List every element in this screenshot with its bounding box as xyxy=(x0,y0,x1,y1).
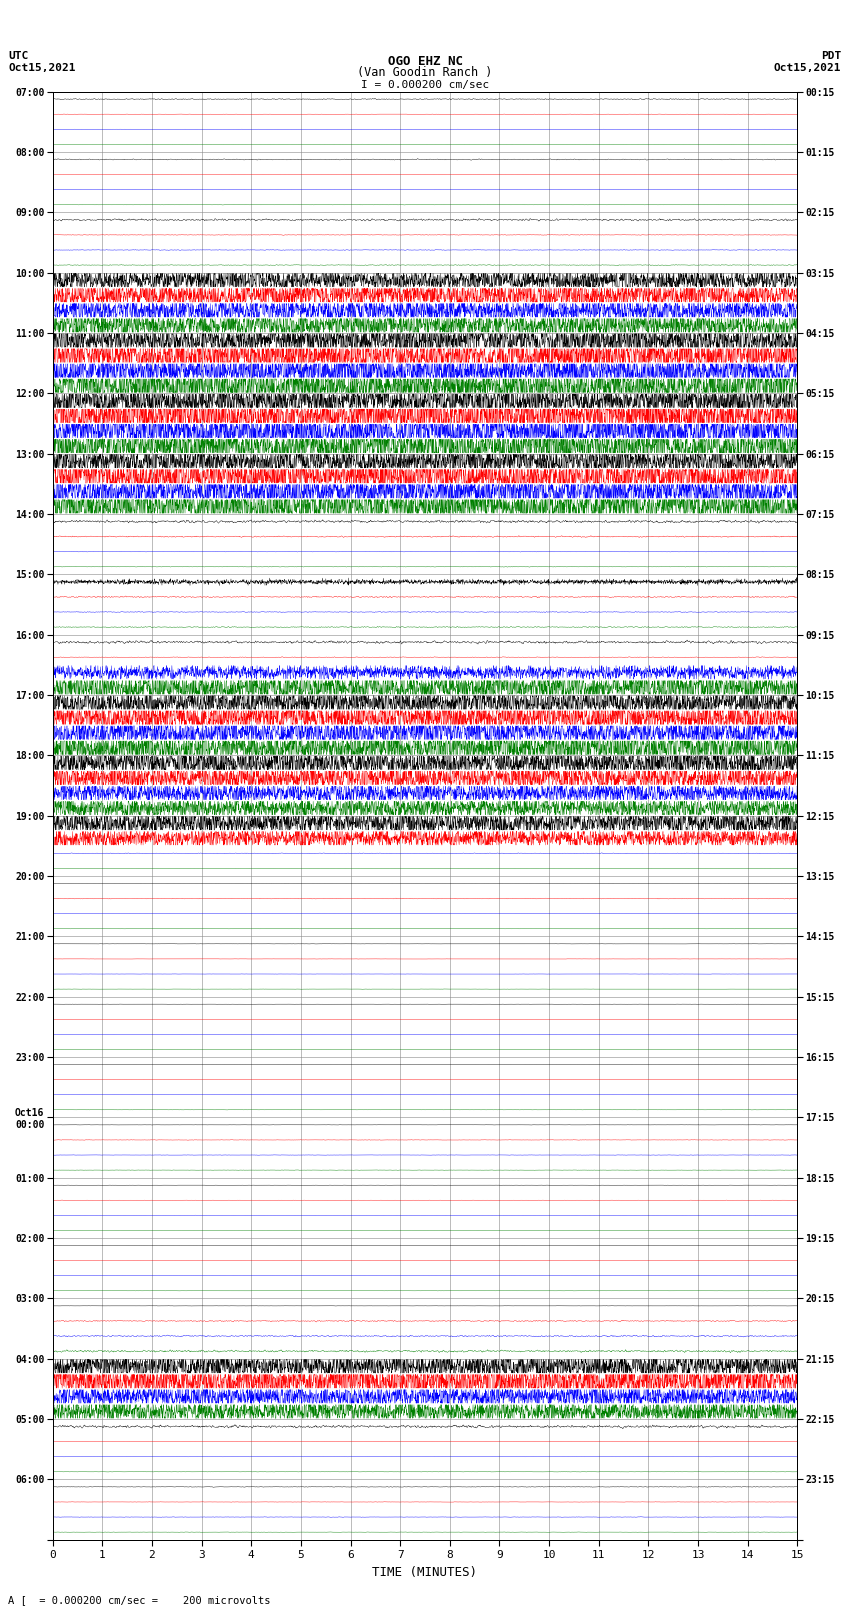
Text: Oct15,2021: Oct15,2021 xyxy=(8,63,76,73)
Text: A [  = 0.000200 cm/sec =    200 microvolts: A [ = 0.000200 cm/sec = 200 microvolts xyxy=(8,1595,271,1605)
Text: (Van Goodin Ranch ): (Van Goodin Ranch ) xyxy=(357,66,493,79)
Text: I = 0.000200 cm/sec: I = 0.000200 cm/sec xyxy=(361,81,489,90)
Text: UTC: UTC xyxy=(8,52,29,61)
Text: OGO EHZ NC: OGO EHZ NC xyxy=(388,55,462,68)
Text: PDT: PDT xyxy=(821,52,842,61)
X-axis label: TIME (MINUTES): TIME (MINUTES) xyxy=(372,1566,478,1579)
Text: Oct15,2021: Oct15,2021 xyxy=(774,63,842,73)
